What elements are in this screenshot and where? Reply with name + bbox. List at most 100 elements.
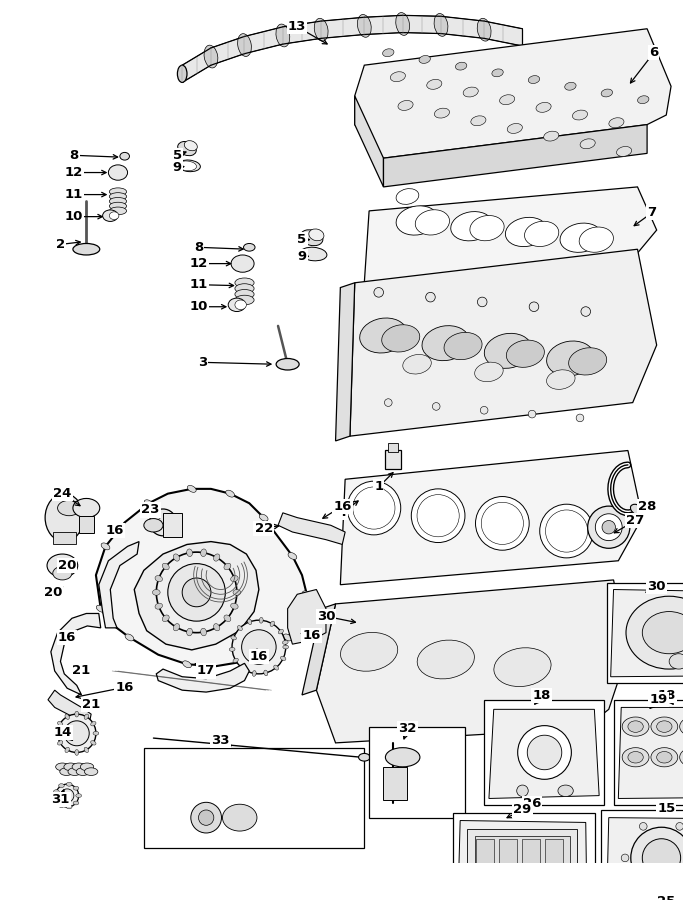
Polygon shape	[350, 249, 657, 436]
Text: 18: 18	[533, 689, 551, 702]
Text: 17: 17	[197, 664, 215, 678]
Ellipse shape	[178, 65, 187, 83]
Text: 28: 28	[638, 500, 657, 513]
Ellipse shape	[396, 13, 410, 35]
Polygon shape	[383, 124, 647, 187]
Ellipse shape	[231, 603, 238, 609]
Ellipse shape	[201, 549, 206, 556]
Ellipse shape	[64, 763, 77, 770]
Ellipse shape	[651, 748, 677, 767]
Ellipse shape	[463, 87, 478, 97]
Ellipse shape	[631, 504, 645, 516]
Ellipse shape	[544, 131, 559, 141]
Text: 12: 12	[190, 257, 208, 270]
Ellipse shape	[264, 670, 268, 676]
Bar	[388, 443, 398, 453]
Bar	[163, 513, 182, 536]
Text: 16: 16	[106, 524, 124, 536]
Ellipse shape	[278, 629, 284, 634]
Ellipse shape	[546, 341, 595, 376]
Ellipse shape	[84, 747, 89, 752]
Ellipse shape	[470, 215, 504, 241]
Ellipse shape	[628, 721, 643, 733]
Ellipse shape	[226, 491, 234, 497]
Ellipse shape	[309, 229, 324, 240]
Circle shape	[694, 854, 697, 861]
Polygon shape	[355, 29, 671, 158]
Circle shape	[374, 288, 383, 297]
Ellipse shape	[492, 69, 503, 76]
Ellipse shape	[60, 768, 73, 776]
Bar	[477, 839, 493, 873]
Ellipse shape	[283, 634, 292, 641]
Circle shape	[56, 784, 79, 807]
Polygon shape	[283, 21, 321, 44]
Polygon shape	[182, 48, 211, 83]
Polygon shape	[441, 16, 484, 39]
Text: 32: 32	[398, 722, 417, 735]
Circle shape	[602, 520, 615, 534]
Ellipse shape	[75, 750, 79, 755]
Ellipse shape	[622, 748, 649, 767]
Ellipse shape	[235, 284, 254, 293]
Text: 18: 18	[657, 689, 675, 702]
Ellipse shape	[680, 717, 697, 736]
Polygon shape	[51, 614, 100, 695]
Bar	[53, 532, 76, 544]
Ellipse shape	[109, 197, 127, 205]
Ellipse shape	[434, 108, 450, 118]
Ellipse shape	[54, 789, 59, 794]
Ellipse shape	[75, 711, 79, 717]
Text: 8: 8	[194, 241, 203, 254]
Ellipse shape	[231, 576, 238, 581]
Ellipse shape	[76, 794, 82, 797]
Ellipse shape	[259, 514, 268, 521]
Polygon shape	[355, 96, 383, 187]
Circle shape	[581, 307, 590, 316]
Text: 19: 19	[650, 693, 668, 706]
Ellipse shape	[233, 658, 238, 662]
Ellipse shape	[422, 326, 470, 361]
Circle shape	[546, 510, 588, 552]
Ellipse shape	[178, 160, 200, 172]
Ellipse shape	[109, 202, 127, 210]
Ellipse shape	[187, 549, 192, 556]
Bar	[385, 450, 401, 469]
Circle shape	[481, 502, 523, 544]
Text: 8: 8	[69, 148, 79, 162]
Ellipse shape	[213, 624, 220, 631]
Polygon shape	[321, 17, 365, 39]
Circle shape	[432, 402, 440, 410]
Ellipse shape	[680, 748, 697, 767]
Circle shape	[426, 292, 435, 302]
Ellipse shape	[506, 340, 544, 367]
Ellipse shape	[68, 768, 82, 776]
Ellipse shape	[685, 752, 697, 763]
Ellipse shape	[235, 295, 254, 305]
Ellipse shape	[638, 95, 649, 104]
Text: 30: 30	[316, 610, 335, 623]
Polygon shape	[156, 663, 250, 692]
Text: 13: 13	[288, 21, 307, 33]
Ellipse shape	[229, 647, 235, 652]
Ellipse shape	[240, 658, 249, 665]
Ellipse shape	[314, 18, 328, 41]
Polygon shape	[96, 489, 307, 666]
Ellipse shape	[651, 717, 677, 736]
Polygon shape	[135, 542, 259, 650]
Text: 25: 25	[657, 895, 675, 900]
Ellipse shape	[546, 370, 575, 390]
Ellipse shape	[57, 722, 63, 726]
Ellipse shape	[96, 605, 105, 612]
Polygon shape	[489, 709, 599, 798]
Polygon shape	[99, 542, 139, 628]
Ellipse shape	[455, 62, 467, 70]
Polygon shape	[484, 21, 523, 46]
Ellipse shape	[109, 212, 119, 220]
Circle shape	[242, 630, 276, 664]
Ellipse shape	[617, 147, 631, 157]
Bar	[369, 726, 465, 817]
Ellipse shape	[59, 784, 64, 788]
Bar	[383, 767, 408, 800]
Ellipse shape	[259, 617, 263, 623]
